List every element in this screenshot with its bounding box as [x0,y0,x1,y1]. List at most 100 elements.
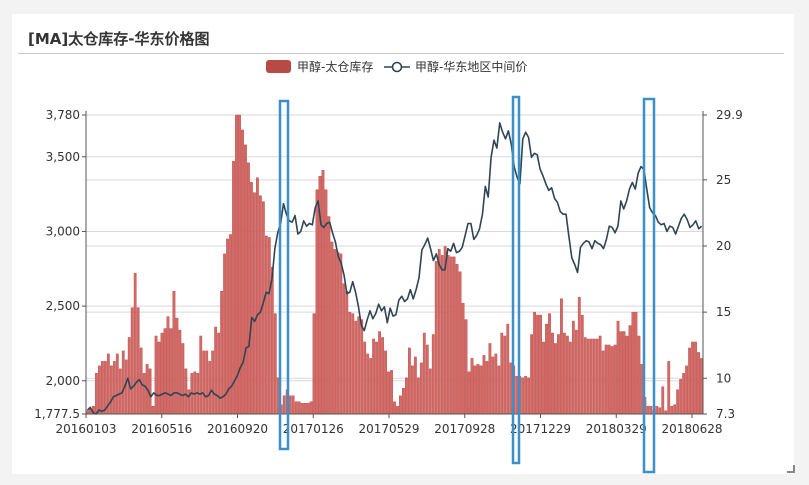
inventory-bar [387,371,390,415]
inventory-bar [312,313,316,415]
inventory-bar [691,341,694,415]
inventory-bar [402,388,405,415]
inventory-bar [384,350,387,415]
inventory-bar [634,311,638,415]
inventory-bar [664,410,668,415]
inventory-bar [220,290,224,415]
inventory-bar [363,341,367,415]
inventory-bar [464,319,468,415]
inventory-bar [321,170,325,415]
inventory-bar [497,365,501,415]
inventory-bar [142,373,146,415]
inventory-bar [416,377,420,415]
inventory-bar [488,343,492,415]
inventory-bar [95,373,98,415]
inventory-bar [491,356,495,415]
inventory-bar [485,361,489,415]
inventory-bar [151,405,155,415]
inventory-bar [425,344,429,415]
inventory-bar [506,323,510,415]
inventory-bar [676,389,680,415]
inventory-bar [530,334,533,415]
inventory-bar [118,368,122,415]
inventory-bar [199,335,203,415]
inventory-bar [434,261,438,415]
inventory-bar [673,404,677,415]
y-right-tick-label: 7.3 [716,407,735,421]
inventory-bar [410,365,414,415]
inventory-bar [315,189,319,415]
inventory-bar [205,350,209,415]
inventory-bar [548,313,551,415]
y-right-tick-label: 25 [716,173,731,187]
inventory-bar [589,338,593,415]
y-right-tick-label: 29.9 [716,108,743,122]
inventory-bar [601,350,605,415]
x-tick-label: 20160516 [131,422,192,436]
inventory-bar [551,332,554,415]
inventory-bar [369,358,373,415]
inventory-bar [563,332,566,415]
legend[interactable]: 甲醇-太仓库存 甲醇-华东地区中间价 [266,59,527,74]
highlight-box [278,99,290,451]
inventory-bar [452,256,456,415]
inventory-bar [351,313,355,415]
inventory-bar [449,256,453,415]
inventory-bar [694,341,697,415]
inventory-bar [509,362,513,415]
inventory-bar [112,361,116,415]
inventory-bar [184,368,188,415]
x-tick-label: 20170126 [283,422,344,436]
inventory-bar [577,296,581,415]
inventory-bar [154,335,158,415]
inventory-bar [458,271,462,415]
inventory-bar [130,307,134,415]
inventory-bar [211,350,215,415]
inventory-bar [637,335,641,415]
inventory-bar [354,320,358,415]
price-line [86,122,703,415]
inventory-bar [604,344,608,415]
inventory-bar [625,335,629,415]
inventory-bar [536,314,539,415]
inventory-bar [494,353,498,415]
inventory-bar [217,332,221,415]
highlight-box [642,97,656,474]
inventory-bar [244,144,247,415]
inventory-bar [440,255,444,415]
y-right-tick-label: 20 [716,239,731,253]
inventory-bar [98,365,101,415]
inventory-bar [479,365,483,415]
resize-handle-icon[interactable] [787,465,795,473]
inventory-bar [476,364,480,415]
inventory-bar [622,331,626,415]
inventory-bar [631,311,635,415]
inventory-bar [232,161,235,415]
y-left-tick-label: 2,000 [46,374,80,388]
inventory-bar [557,334,560,415]
inventory-bar [545,323,548,415]
inventory-bar [375,341,379,415]
inventory-bar [568,341,572,415]
inventory-bar [473,365,477,415]
inventory-bar [300,402,304,415]
inventory-bar [446,255,450,415]
x-tick-label: 20180628 [661,422,722,436]
highlight-box [511,95,521,465]
inventory-bar [348,311,352,415]
inventory-bar [470,358,474,415]
inventory-bar [408,347,411,415]
inventory-bar [294,401,298,415]
inventory-bar [342,283,346,415]
inventory-bar [682,373,686,415]
inventory-bar [399,395,402,415]
inventory-bar [565,335,569,415]
inventory-bar [649,405,653,415]
inventory-bar [524,376,528,415]
inventory-bar [661,386,665,415]
inventory-bar [339,253,343,415]
title-divider [18,53,784,54]
inventory-bar [640,364,644,415]
inventory-bar [628,325,632,415]
